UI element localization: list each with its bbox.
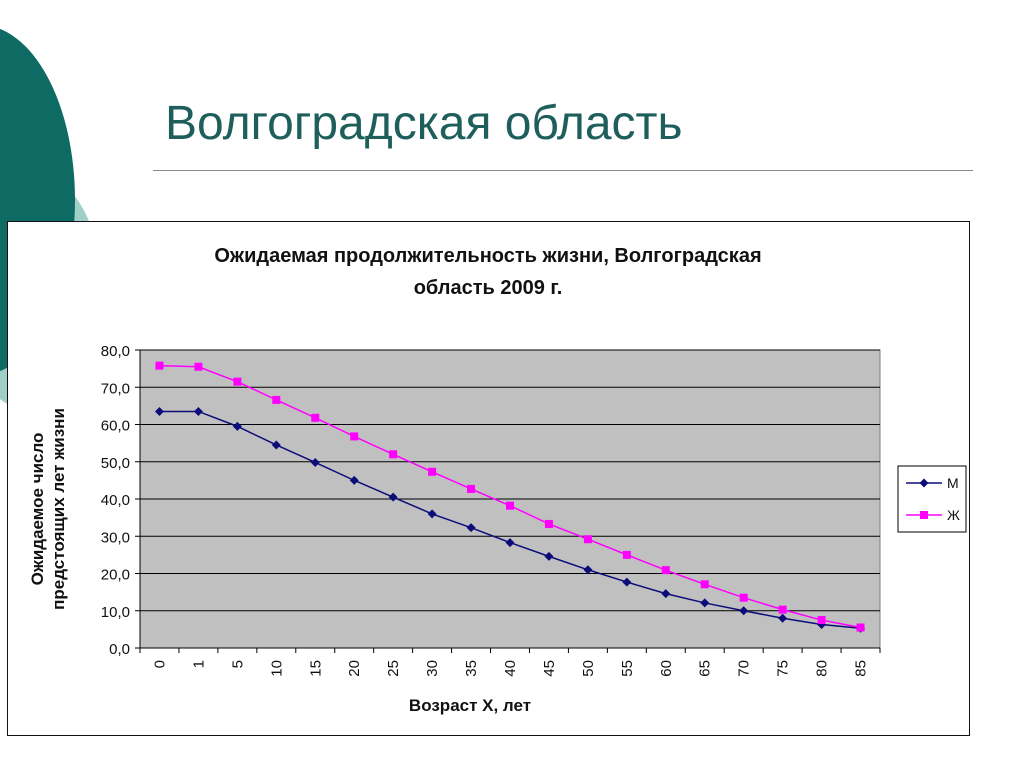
x-tick-label: 85 xyxy=(853,660,870,677)
x-tick-label: 75 xyxy=(775,660,792,677)
data-point-w xyxy=(583,535,592,544)
y-tick-label: 80,0 xyxy=(101,343,130,360)
chart-title-line-1: Ожидаемая продолжительность жизни, Волго… xyxy=(214,245,762,267)
x-axis-title: Возраст Х, лет xyxy=(409,696,531,715)
slide-title: Волгоградская область xyxy=(165,97,683,150)
data-point-w xyxy=(778,605,787,614)
y-tick-label: 50,0 xyxy=(101,455,130,472)
x-tick-label: 70 xyxy=(736,660,753,677)
x-tick-label: 0 xyxy=(151,660,168,668)
data-point-w xyxy=(544,519,553,528)
data-point-m xyxy=(466,523,476,533)
x-tick-label: 1 xyxy=(190,660,207,668)
data-point-m xyxy=(700,598,710,608)
data-point-m xyxy=(544,551,554,561)
life-expectancy-chart: 0,010,020,030,040,050,060,070,080,00 1 5 10… xyxy=(28,343,967,715)
data-point-w xyxy=(506,501,514,510)
data-point-m xyxy=(310,457,320,467)
chart-title: Ожидаемая продолжительность жизни, Волго… xyxy=(148,240,828,304)
data-point-w xyxy=(817,616,826,625)
data-point-w xyxy=(739,593,748,602)
x-tick-label: 40 xyxy=(502,660,519,677)
title-divider xyxy=(153,170,973,171)
x-tick-label: 30 xyxy=(424,660,441,677)
y-tick-label: 20,0 xyxy=(101,567,130,584)
y-tick-label: 30,0 xyxy=(101,529,130,546)
x-tick-label: 5 xyxy=(229,660,246,668)
data-point-m xyxy=(193,406,203,416)
x-tick-label: 50 xyxy=(580,660,597,677)
x-tick-label: 20 xyxy=(346,660,363,677)
chart-title-line-2: область 2009 г. xyxy=(413,277,563,299)
data-point-w xyxy=(155,361,164,370)
data-point-m xyxy=(232,421,242,431)
data-point-m xyxy=(622,577,632,587)
y-tick-label: 60,0 xyxy=(101,418,130,435)
x-tick-label: 25 xyxy=(385,660,402,677)
y-tick-label: 70,0 xyxy=(101,380,130,397)
data-point-m xyxy=(427,509,437,519)
data-point-w xyxy=(661,566,670,575)
x-tick-label: 65 xyxy=(697,660,714,677)
data-point-w xyxy=(194,362,203,371)
x-tick-label: 35 xyxy=(463,660,480,677)
y-tick-label: 0,0 xyxy=(109,641,130,658)
legend xyxy=(897,465,967,533)
legend-marker xyxy=(919,478,929,488)
x-tick-label: 80 xyxy=(814,660,831,677)
y-axis-title: Ожидаемое число предстоящих лет жизни xyxy=(28,408,68,610)
x-tick-label: 45 xyxy=(541,660,558,677)
data-point-m xyxy=(349,475,359,485)
chart-frame: Ожидаемая продолжительность жизни, Волго… xyxy=(7,221,970,736)
data-point-w xyxy=(428,467,437,476)
data-point-m xyxy=(661,589,671,599)
data-point-w xyxy=(700,580,709,589)
data-point-w xyxy=(467,484,476,493)
x-tick-label: 55 xyxy=(619,660,636,677)
x-tick-label: 10 xyxy=(268,660,285,677)
y-tick-label: 40,0 xyxy=(101,492,130,509)
data-point-w xyxy=(389,450,398,459)
y-axis-title-line: предстоящих лет жизни xyxy=(49,408,68,610)
data-point-m xyxy=(388,492,398,502)
data-point-m xyxy=(271,440,281,450)
x-tick-label: 60 xyxy=(658,660,675,677)
y-axis-title-line: Ожидаемое число xyxy=(28,433,47,586)
data-point-m xyxy=(739,606,749,616)
data-point-m xyxy=(583,565,593,575)
data-point-m xyxy=(505,538,515,548)
data-point-w xyxy=(311,413,320,422)
data-point-w xyxy=(233,377,242,386)
data-point-w xyxy=(272,395,281,404)
data-point-w xyxy=(856,623,865,632)
data-point-m xyxy=(817,620,827,630)
data-point-w xyxy=(622,550,631,559)
x-tick-label: 15 xyxy=(307,660,324,677)
legend-label: Ж xyxy=(947,507,960,523)
legend-marker xyxy=(920,511,928,519)
legend-label: М xyxy=(947,475,959,491)
data-point-m xyxy=(154,406,164,416)
y-tick-label: 10,0 xyxy=(101,604,130,621)
data-point-w xyxy=(350,432,359,441)
data-point-m xyxy=(778,613,788,623)
